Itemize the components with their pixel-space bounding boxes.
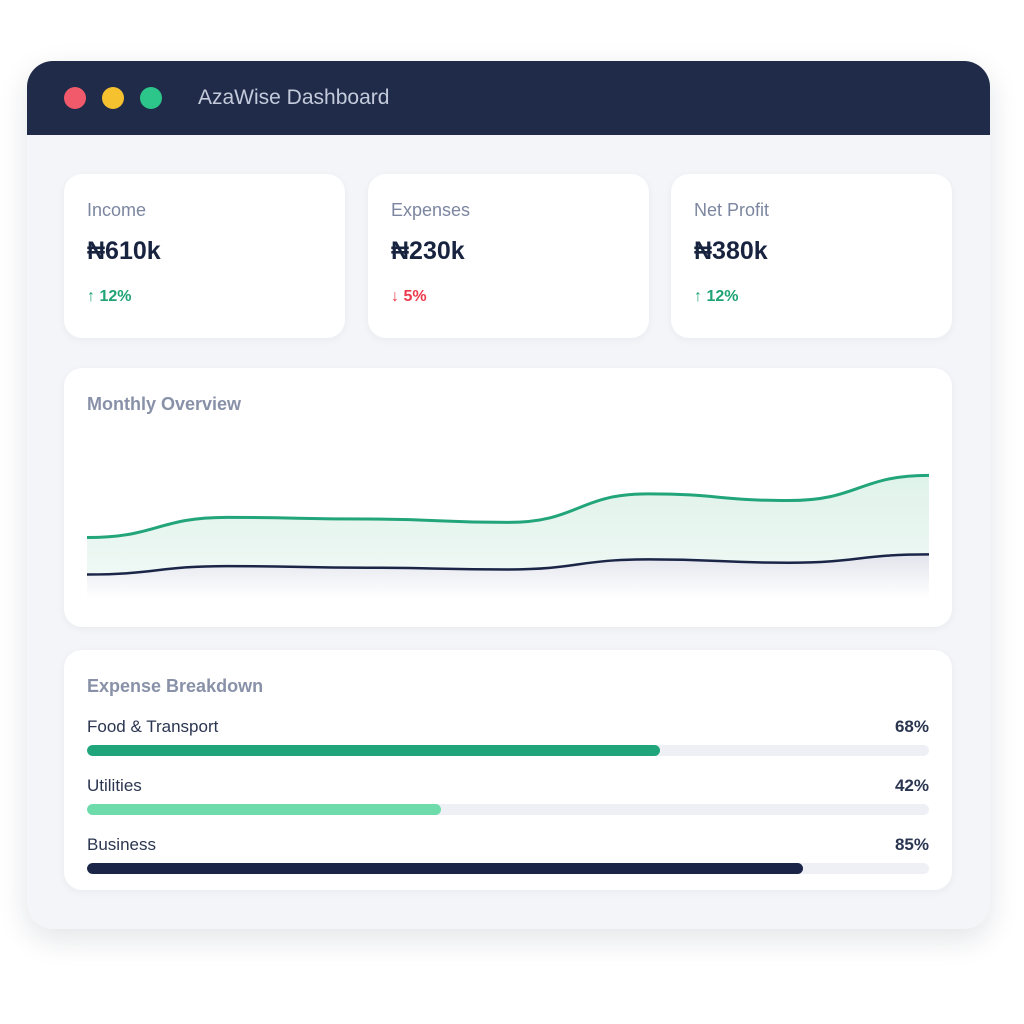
row-percent: 42% (894, 776, 929, 795)
stat-value: ₦230k (391, 237, 465, 265)
section-title: Monthly Overview (87, 394, 242, 414)
progress-track (87, 804, 929, 815)
maximize-window-button[interactable] (140, 87, 162, 109)
stat-value: ₦380k (694, 237, 768, 265)
stat-label: Income (87, 200, 147, 220)
breakdown-row-business: Business 85% (87, 835, 929, 874)
progress-fill (87, 863, 803, 874)
section-title: Expense Breakdown (87, 676, 264, 696)
row-percent: 68% (894, 717, 929, 736)
series-2-area (87, 554, 929, 598)
row-label: Utilities (87, 776, 142, 795)
stat-label: Net Profit (694, 200, 770, 220)
progress-fill (87, 745, 660, 756)
income-card: Income ₦610k ↑ 12% (64, 174, 345, 338)
stat-label: Expenses (391, 200, 471, 220)
series-1-line (87, 473, 929, 540)
overview-chart (87, 473, 929, 598)
progress-fill (87, 804, 441, 815)
monthly-overview-card: Monthly Overview (64, 368, 952, 627)
row-percent: 85% (894, 835, 929, 854)
progress-track (87, 863, 929, 874)
stat-change: ↓ 5% (391, 288, 427, 305)
stat-change: ↑ 12% (87, 288, 132, 305)
breakdown-row-food-transport: Food & Transport 68% (87, 717, 929, 756)
row-label: Food & Transport (87, 717, 219, 736)
stat-value: ₦610k (87, 237, 161, 265)
progress-track (87, 745, 929, 756)
close-window-button[interactable] (64, 87, 86, 109)
row-label: Business (87, 835, 156, 854)
breakdown-row-utilities: Utilities 42% (87, 776, 929, 815)
minimize-window-button[interactable] (102, 87, 124, 109)
series-2-line (87, 553, 929, 576)
net-profit-card: Net Profit ₦380k ↑ 12% (671, 174, 952, 338)
window-title: AzaWise Dashboard (198, 86, 390, 109)
expense-breakdown-card: Expense Breakdown Food & Transport 68% Ut… (64, 650, 952, 890)
dashboard-window: AzaWise Dashboard Income ₦610k ↑ 12% Exp… (27, 61, 990, 929)
expenses-card: Expenses ₦230k ↓ 5% (368, 174, 649, 338)
stat-change: ↑ 12% (694, 288, 739, 305)
title-bar: AzaWise Dashboard (27, 61, 990, 135)
